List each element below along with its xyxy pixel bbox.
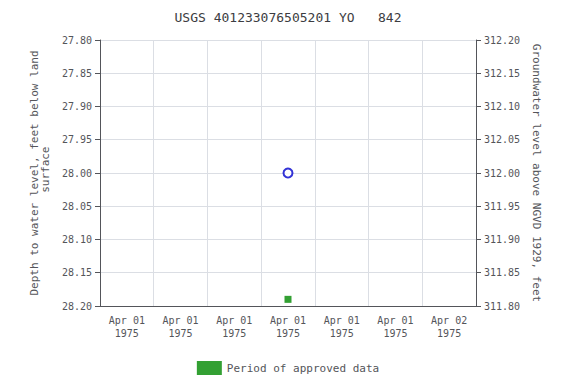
svg-text:1975: 1975 — [169, 328, 193, 339]
svg-text:Apr 01: Apr 01 — [216, 315, 252, 326]
svg-text:surface: surface — [39, 147, 52, 200]
svg-text:1975: 1975 — [222, 328, 246, 339]
svg-text:28.10: 28.10 — [62, 234, 92, 245]
svg-text:Apr 02: Apr 02 — [431, 315, 467, 326]
svg-text:1975: 1975 — [276, 328, 300, 339]
svg-text:Apr 01: Apr 01 — [324, 315, 360, 326]
svg-text:311.80: 311.80 — [484, 301, 520, 312]
svg-text:28.00: 28.00 — [62, 168, 92, 179]
svg-text:312.10: 312.10 — [484, 101, 520, 112]
svg-text:27.90: 27.90 — [62, 101, 92, 112]
svg-text:312.00: 312.00 — [484, 168, 520, 179]
svg-text:Apr 01: Apr 01 — [109, 315, 145, 326]
svg-text:27.95: 27.95 — [62, 134, 92, 145]
svg-text:312.15: 312.15 — [484, 68, 520, 79]
svg-text:312.20: 312.20 — [484, 35, 520, 46]
svg-text:1975: 1975 — [383, 328, 407, 339]
svg-text:Apr 01: Apr 01 — [270, 315, 306, 326]
svg-text:28.15: 28.15 — [62, 267, 92, 278]
svg-text:Apr 01: Apr 01 — [163, 315, 199, 326]
svg-text:Apr 01: Apr 01 — [377, 315, 413, 326]
svg-text:Depth to water level, feet bel: Depth to water level, feet below land — [28, 50, 41, 296]
svg-text:1975: 1975 — [330, 328, 354, 339]
svg-text:USGS 401233076505201 YO 842: USGS 401233076505201 YO 842 — [175, 10, 402, 25]
svg-text:28.05: 28.05 — [62, 201, 92, 212]
svg-text:311.90: 311.90 — [484, 234, 520, 245]
svg-text:27.80: 27.80 — [62, 35, 92, 46]
svg-text:312.05: 312.05 — [484, 134, 520, 145]
svg-text:27.85: 27.85 — [62, 68, 92, 79]
svg-text:Groundwater level above NGVD 1: Groundwater level above NGVD 1929, feet — [530, 44, 543, 302]
svg-text:311.85: 311.85 — [484, 267, 520, 278]
svg-text:1975: 1975 — [115, 328, 139, 339]
svg-text:Period of approved data: Period of approved data — [227, 362, 379, 375]
svg-text:1975: 1975 — [437, 328, 461, 339]
svg-text:311.95: 311.95 — [484, 201, 520, 212]
svg-text:28.20: 28.20 — [62, 301, 92, 312]
